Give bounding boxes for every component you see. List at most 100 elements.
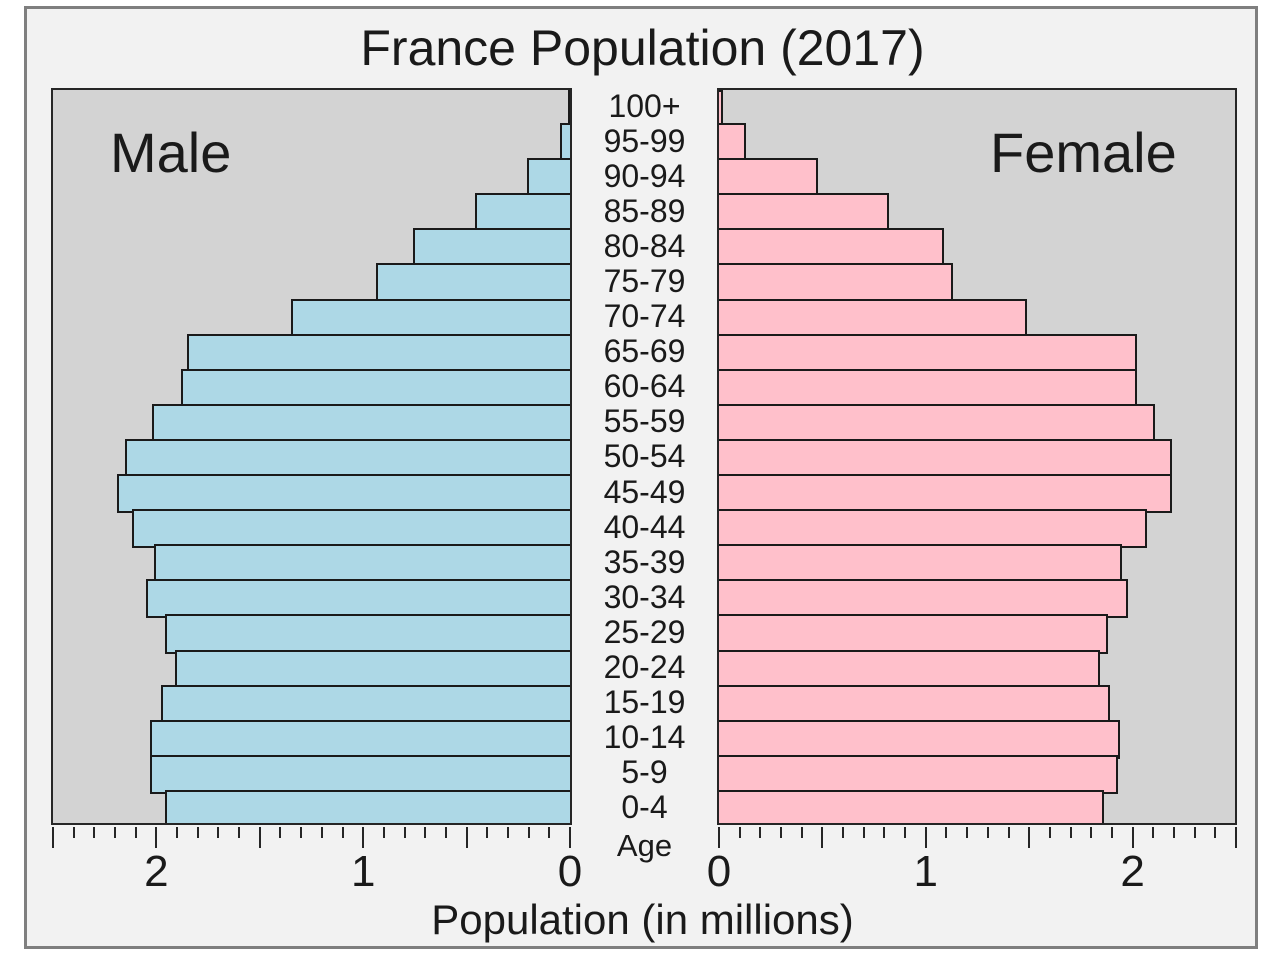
age-label-65-69: 65-69 bbox=[603, 333, 686, 370]
left-axis-tick-1.3 bbox=[300, 827, 303, 838]
male-bar-5-9 bbox=[150, 754, 570, 794]
female-bar-60-64 bbox=[719, 368, 1137, 408]
left-axis-tick-0.1 bbox=[548, 827, 551, 838]
right-axis-tick-label-0: 0 bbox=[706, 847, 732, 896]
left-axis-tick-2.5 bbox=[52, 827, 54, 848]
age-label-40-44: 40-44 bbox=[603, 508, 686, 545]
left-axis-tick-0 bbox=[569, 827, 571, 848]
female-bar-35-39 bbox=[719, 544, 1123, 584]
male-bar-60-64 bbox=[181, 368, 570, 408]
right-axis-tick-0.4 bbox=[800, 827, 803, 838]
age-label-column: 100+ 95-99 90-94 85-89 80-84 75-79 70-74 65-69 6… bbox=[572, 88, 717, 825]
right-axis-tick-1.3 bbox=[986, 827, 989, 838]
male-bar-10-14 bbox=[150, 719, 570, 759]
right-axis-tick-1.9 bbox=[1110, 827, 1113, 838]
right-axis-tick-0.1 bbox=[738, 827, 741, 838]
male-bar-20-24 bbox=[175, 649, 570, 689]
age-label-30-34: 30-34 bbox=[603, 578, 686, 615]
male-plot-area bbox=[51, 88, 572, 825]
left-axis-tick-2.4 bbox=[72, 827, 75, 838]
male-x-axis: 0 1 2 bbox=[51, 825, 582, 905]
female-bar-65-69 bbox=[719, 333, 1137, 373]
chart-title: France Population (2017) bbox=[360, 20, 925, 76]
right-axis-tick-1.6 bbox=[1048, 827, 1051, 838]
left-axis-tick-0.9 bbox=[382, 827, 385, 838]
left-axis-tick-2.3 bbox=[93, 827, 96, 838]
left-axis-tick-2.2 bbox=[114, 827, 117, 838]
right-axis-tick-0.9 bbox=[904, 827, 907, 838]
age-label-80-84: 80-84 bbox=[603, 227, 686, 264]
male-bar-15-19 bbox=[160, 684, 570, 724]
male-bar-85-89 bbox=[474, 193, 570, 233]
female-plot-area bbox=[717, 88, 1237, 825]
age-label-60-64: 60-64 bbox=[603, 368, 686, 405]
male-bar-95-99 bbox=[559, 123, 570, 163]
left-axis-tick-1.9 bbox=[176, 827, 179, 838]
male-bar-55-59 bbox=[152, 403, 570, 443]
female-bar-50-54 bbox=[719, 438, 1172, 479]
left-axis-tick-1.8 bbox=[196, 827, 199, 838]
right-axis-tick-0.8 bbox=[883, 827, 886, 838]
male-bar-45-49 bbox=[117, 474, 570, 514]
left-axis-tick-1.4 bbox=[279, 827, 282, 838]
male-bar-70-74 bbox=[290, 298, 570, 338]
age-label-50-54: 50-54 bbox=[603, 438, 686, 475]
left-axis-tick-1 bbox=[362, 827, 365, 848]
right-axis-tick-2.5 bbox=[1235, 827, 1237, 848]
female-bar-70-74 bbox=[719, 298, 1028, 338]
left-axis-tick-0.3 bbox=[506, 827, 509, 838]
female-bar-40-44 bbox=[719, 509, 1148, 549]
right-axis-tick-0.3 bbox=[780, 827, 783, 838]
left-axis-tick-2.1 bbox=[134, 827, 137, 838]
right-axis-tick-1 bbox=[924, 827, 927, 848]
age-label-15-19: 15-19 bbox=[603, 684, 686, 721]
right-axis-tick-2.2 bbox=[1172, 827, 1175, 838]
right-axis-tick-2.4 bbox=[1214, 827, 1217, 838]
female-bar-45-49 bbox=[719, 474, 1172, 514]
right-axis-tick-1.1 bbox=[945, 827, 948, 838]
age-label-0-4: 0-4 bbox=[621, 789, 668, 826]
age-label-45-49: 45-49 bbox=[603, 473, 686, 510]
age-label-5-9: 5-9 bbox=[621, 754, 668, 791]
right-axis-tick-0.6 bbox=[842, 827, 845, 838]
left-axis-tick-0.5 bbox=[465, 827, 468, 848]
age-label-35-39: 35-39 bbox=[603, 543, 686, 580]
female-bar-90-94 bbox=[719, 158, 819, 198]
female-bar-100+ bbox=[719, 90, 724, 128]
female-bar-10-14 bbox=[719, 719, 1121, 759]
female-bar-85-89 bbox=[719, 193, 889, 233]
left-axis-tick-1.2 bbox=[320, 827, 323, 838]
right-axis-tick-0.7 bbox=[862, 827, 865, 838]
female-bar-25-29 bbox=[719, 614, 1108, 654]
female-bar-20-24 bbox=[719, 649, 1100, 689]
female-panel-label: Female bbox=[990, 121, 1177, 184]
left-axis-tick-label-1: 1 bbox=[350, 847, 376, 896]
right-axis-tick-0.2 bbox=[759, 827, 762, 838]
male-bar-0-4 bbox=[164, 789, 570, 823]
male-panel-label: Male bbox=[110, 121, 232, 184]
female-bar-75-79 bbox=[719, 263, 953, 303]
age-axis-title: Age bbox=[616, 828, 673, 863]
male-bar-30-34 bbox=[146, 579, 570, 619]
male-bar-40-44 bbox=[131, 509, 570, 549]
female-bar-30-34 bbox=[719, 579, 1129, 619]
age-label-100+: 100+ bbox=[608, 87, 681, 124]
right-axis-tick-2 bbox=[1131, 827, 1134, 848]
right-axis-tick-1.5 bbox=[1028, 827, 1031, 848]
male-bar-25-29 bbox=[164, 614, 570, 654]
female-bar-15-19 bbox=[719, 684, 1110, 724]
right-axis-tick-1.7 bbox=[1069, 827, 1072, 838]
age-label-55-59: 55-59 bbox=[603, 403, 686, 440]
right-axis-tick-1.2 bbox=[966, 827, 969, 838]
age-label-75-79: 75-79 bbox=[603, 263, 686, 300]
x-axis-title: Population (in millions) bbox=[431, 896, 854, 943]
left-axis-tick-1.6 bbox=[238, 827, 241, 838]
right-axis-tick-2.3 bbox=[1193, 827, 1196, 838]
age-label-20-24: 20-24 bbox=[603, 649, 686, 686]
age-label-95-99: 95-99 bbox=[603, 122, 686, 159]
left-axis-tick-0.8 bbox=[403, 827, 406, 838]
left-axis-tick-0.6 bbox=[444, 827, 447, 838]
male-bar-90-94 bbox=[526, 158, 570, 198]
female-bar-5-9 bbox=[719, 754, 1119, 794]
